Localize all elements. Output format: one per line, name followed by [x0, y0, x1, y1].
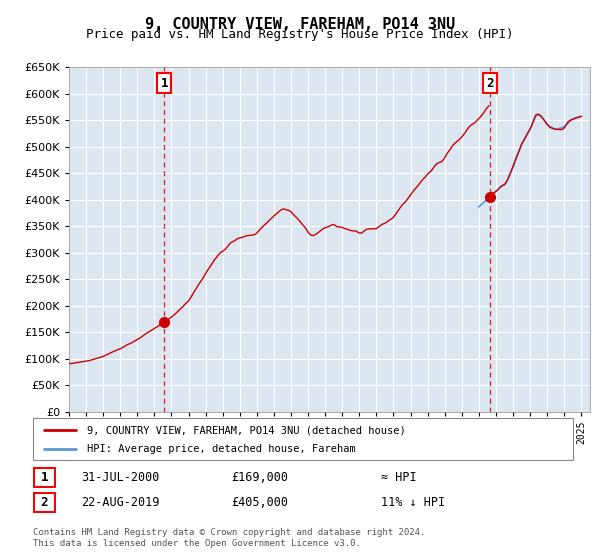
Text: 1: 1 [41, 470, 48, 484]
Text: £169,000: £169,000 [231, 470, 288, 484]
Text: Price paid vs. HM Land Registry's House Price Index (HPI): Price paid vs. HM Land Registry's House … [86, 28, 514, 41]
Text: HPI: Average price, detached house, Fareham: HPI: Average price, detached house, Fare… [87, 444, 356, 454]
FancyBboxPatch shape [33, 418, 573, 460]
Text: 9, COUNTRY VIEW, FAREHAM, PO14 3NU: 9, COUNTRY VIEW, FAREHAM, PO14 3NU [145, 17, 455, 32]
Text: Contains HM Land Registry data © Crown copyright and database right 2024.
This d: Contains HM Land Registry data © Crown c… [33, 528, 425, 548]
Text: 1: 1 [161, 77, 168, 90]
FancyBboxPatch shape [34, 468, 55, 487]
FancyBboxPatch shape [34, 493, 55, 512]
Text: 2: 2 [486, 77, 493, 90]
Text: 31-JUL-2000: 31-JUL-2000 [81, 470, 160, 484]
Text: 11% ↓ HPI: 11% ↓ HPI [381, 496, 445, 509]
Text: £405,000: £405,000 [231, 496, 288, 509]
Text: 2: 2 [41, 496, 48, 509]
Text: 22-AUG-2019: 22-AUG-2019 [81, 496, 160, 509]
Text: 9, COUNTRY VIEW, FAREHAM, PO14 3NU (detached house): 9, COUNTRY VIEW, FAREHAM, PO14 3NU (deta… [87, 425, 406, 435]
Text: ≈ HPI: ≈ HPI [381, 470, 416, 484]
